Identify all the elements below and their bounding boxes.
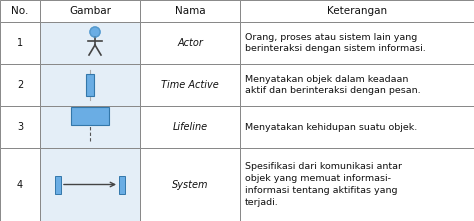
Text: 2: 2 bbox=[17, 80, 23, 90]
Text: Keterangan: Keterangan bbox=[327, 6, 387, 16]
Bar bbox=[240, 106, 474, 148]
Bar bbox=[240, 148, 474, 221]
Text: Gambar: Gambar bbox=[69, 6, 111, 16]
Text: No.: No. bbox=[11, 6, 29, 16]
Text: Spesifikasi dari komunikasi antar
objek yang memuat informasi-
informasi tentang: Spesifikasi dari komunikasi antar objek … bbox=[245, 162, 402, 207]
Bar bbox=[71, 107, 109, 125]
Text: 4: 4 bbox=[17, 179, 23, 189]
Bar bbox=[40, 64, 140, 106]
Text: 3: 3 bbox=[17, 122, 23, 132]
Bar bbox=[240, 64, 474, 106]
Text: Nama: Nama bbox=[175, 6, 205, 16]
Bar bbox=[119, 175, 125, 194]
Bar bbox=[40, 106, 140, 148]
Text: Menyatakan kehidupan suatu objek.: Menyatakan kehidupan suatu objek. bbox=[245, 122, 417, 131]
Bar bbox=[0, 148, 40, 221]
Bar bbox=[86, 74, 94, 96]
Bar bbox=[40, 0, 140, 22]
Text: Orang, proses atau sistem lain yang
berinteraksi dengan sistem informasi.: Orang, proses atau sistem lain yang beri… bbox=[245, 33, 426, 53]
Bar bbox=[0, 64, 40, 106]
Text: Lifeline: Lifeline bbox=[173, 122, 208, 132]
Bar bbox=[140, 22, 240, 64]
Bar bbox=[140, 148, 240, 221]
Bar bbox=[40, 148, 140, 221]
Text: System: System bbox=[172, 179, 208, 189]
Text: Actor: Actor bbox=[177, 38, 203, 48]
Bar bbox=[0, 0, 40, 22]
Text: 1: 1 bbox=[17, 38, 23, 48]
Bar bbox=[240, 22, 474, 64]
Bar bbox=[40, 22, 140, 64]
Bar bbox=[140, 106, 240, 148]
Text: Time Active: Time Active bbox=[161, 80, 219, 90]
Circle shape bbox=[90, 27, 100, 37]
Bar bbox=[140, 0, 240, 22]
Text: Menyatakan objek dalam keadaan
aktif dan berinteraksi dengan pesan.: Menyatakan objek dalam keadaan aktif dan… bbox=[245, 75, 420, 95]
Bar bbox=[0, 22, 40, 64]
Bar bbox=[140, 64, 240, 106]
Bar bbox=[240, 0, 474, 22]
Bar bbox=[55, 175, 61, 194]
Bar bbox=[0, 106, 40, 148]
